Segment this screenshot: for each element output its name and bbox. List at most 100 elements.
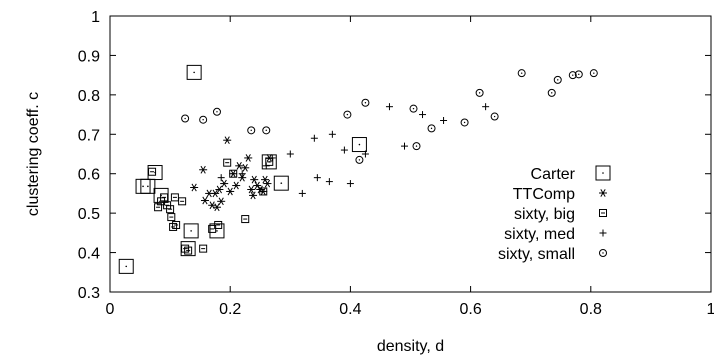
y-tick-label: 0.9 [78, 48, 100, 65]
legend-marker [599, 229, 607, 237]
x-tick-label: 0.4 [339, 301, 361, 318]
data-point [361, 150, 369, 158]
data-point [217, 197, 226, 206]
data-point [167, 213, 176, 222]
data-point [253, 181, 262, 190]
data-point [265, 157, 274, 166]
legend-marker [599, 209, 607, 217]
data-point [427, 124, 436, 133]
y-tick-label: 0.7 [78, 127, 100, 144]
data-point [482, 103, 490, 111]
data-point [247, 126, 256, 135]
data-point [186, 64, 202, 80]
data-point [475, 88, 484, 97]
data-point [238, 173, 247, 182]
x-tick-label: 0 [106, 301, 115, 318]
data-point [460, 118, 469, 127]
data-point [247, 185, 256, 194]
data-point [346, 180, 354, 188]
data-point [298, 189, 306, 197]
data-point [199, 115, 208, 124]
data-point [214, 220, 223, 229]
data-point [118, 258, 134, 274]
data-point [212, 203, 221, 212]
data-point [220, 179, 229, 188]
legend-label: sixty, med [504, 226, 575, 243]
y-tick-label: 0.3 [78, 285, 100, 302]
y-tick-label: 0.4 [78, 246, 100, 263]
series-2 [148, 157, 274, 255]
data-point [361, 98, 370, 107]
data-point [343, 110, 352, 119]
data-point [313, 174, 321, 182]
data-point [310, 134, 318, 142]
data-point [250, 175, 259, 184]
legend-marker [599, 189, 607, 197]
legend-label: sixty, small [498, 246, 575, 263]
data-point [400, 142, 408, 150]
data-point [263, 179, 272, 188]
y-tick-label: 1 [91, 9, 100, 26]
data-point [351, 137, 367, 153]
data-point [568, 71, 577, 80]
data-point [229, 169, 238, 178]
data-point [211, 189, 220, 198]
data-point [273, 175, 289, 191]
x-tick-label: 1 [707, 301, 714, 318]
data-point [223, 136, 232, 145]
data-point [199, 244, 208, 253]
legend-marker [595, 165, 611, 181]
data-point [166, 205, 175, 214]
data-point [172, 220, 181, 229]
data-point [440, 116, 448, 124]
data-point [181, 114, 190, 123]
data-point [385, 103, 393, 111]
data-layer [118, 64, 598, 274]
x-tick-label: 0.6 [459, 301, 481, 318]
data-point [340, 146, 348, 154]
series-0 [118, 64, 367, 274]
data-point [355, 155, 364, 164]
legend-label: Carter [531, 166, 576, 183]
data-point [241, 163, 250, 172]
data-point [226, 187, 235, 196]
data-point [190, 183, 199, 192]
y-axis-label: clustering coeff. c [25, 92, 42, 216]
x-tick-label: 0.8 [580, 301, 602, 318]
data-point [184, 246, 193, 255]
data-point [328, 130, 336, 138]
data-point [241, 215, 250, 224]
data-point [412, 142, 421, 151]
data-point [208, 201, 217, 210]
data-point [215, 185, 224, 194]
series-4 [181, 69, 598, 164]
data-point [325, 178, 333, 186]
data-point [223, 158, 232, 167]
data-point [235, 161, 244, 170]
data-point [262, 126, 271, 135]
data-point [553, 75, 562, 84]
legend-label: sixty, big [514, 206, 575, 223]
data-point [183, 223, 199, 239]
plot-frame [109, 15, 712, 293]
data-point [259, 187, 268, 196]
data-point [148, 167, 157, 176]
x-tick-label: 0.2 [219, 301, 241, 318]
data-point [249, 191, 258, 200]
data-point [268, 154, 276, 162]
data-point [262, 162, 270, 170]
data-point [517, 69, 526, 78]
legend-marker [599, 249, 607, 257]
data-point [419, 111, 427, 119]
data-point [199, 165, 208, 174]
data-point [286, 150, 294, 158]
data-point [209, 223, 225, 239]
y-tick-label: 0.6 [78, 167, 100, 184]
data-point [490, 112, 499, 121]
data-point [200, 196, 209, 205]
legend: Carter TTComp sixty, big sixty, med sixty, s… [498, 165, 611, 263]
y-tick-label: 0.5 [78, 206, 100, 223]
legend-label: TTComp [513, 186, 575, 203]
data-point [238, 170, 246, 178]
